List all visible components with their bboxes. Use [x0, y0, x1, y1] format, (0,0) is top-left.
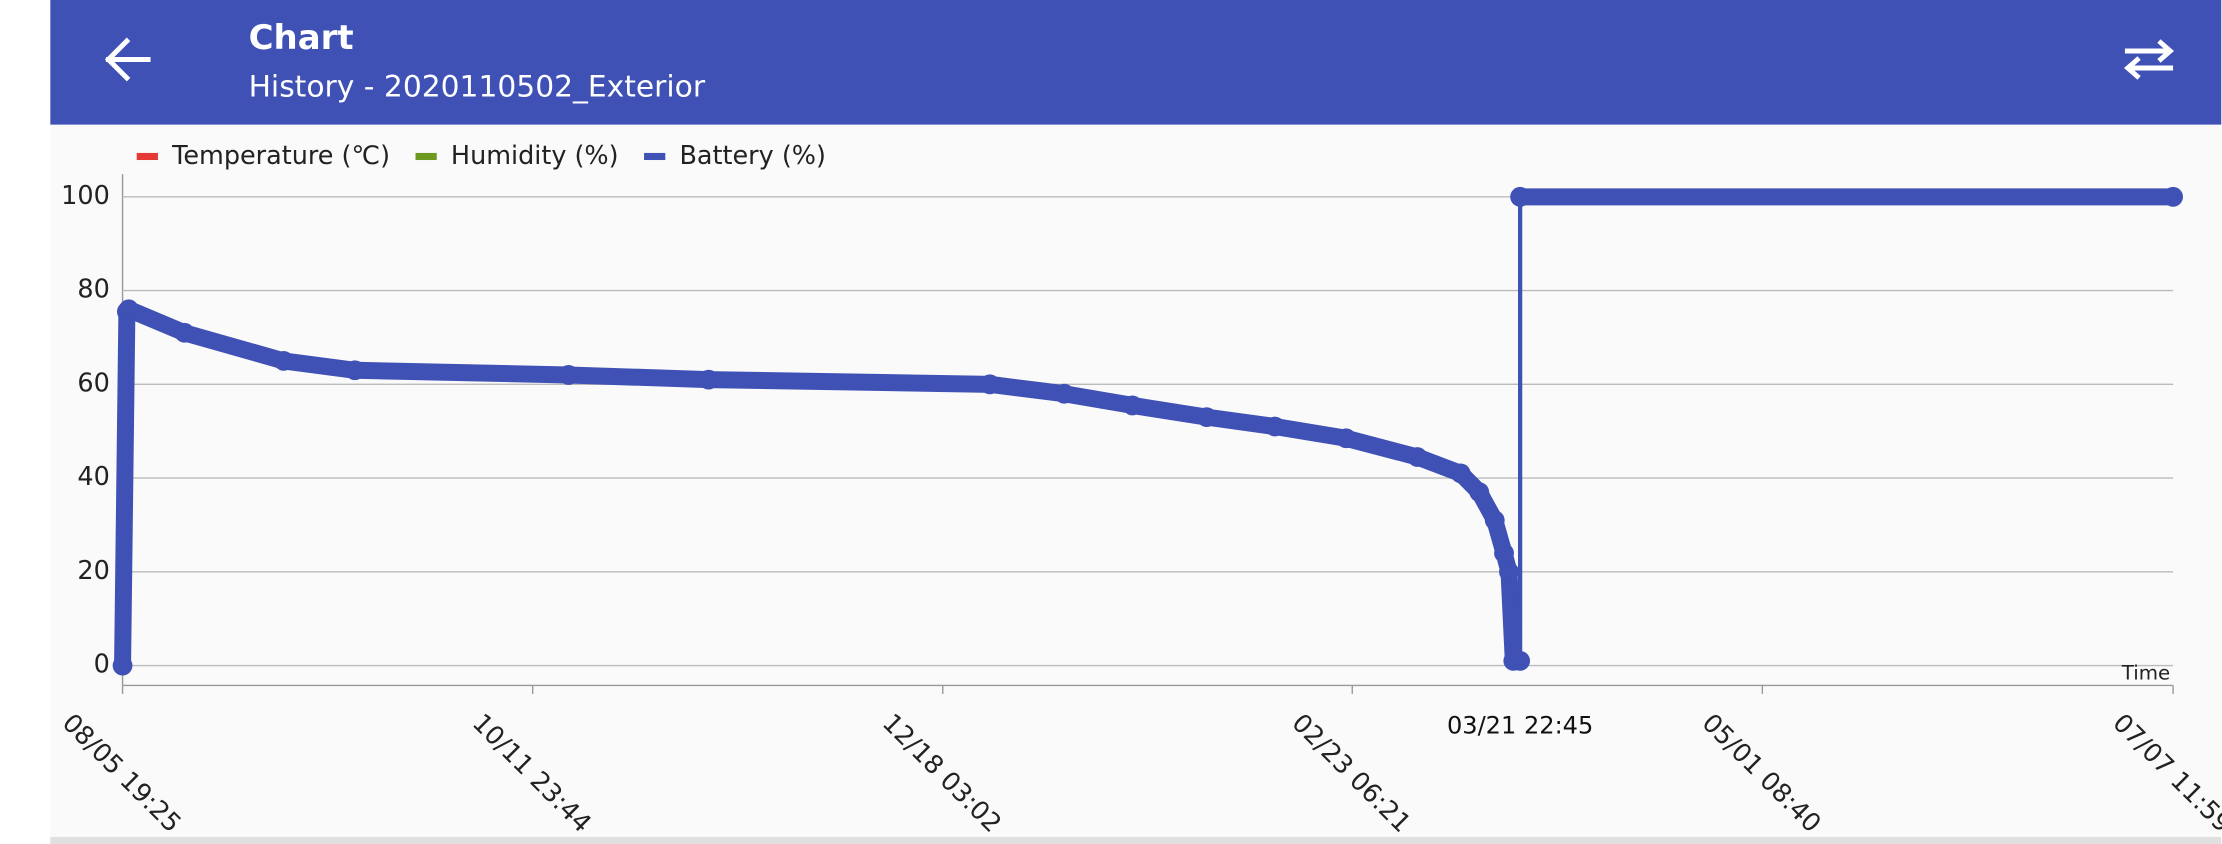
point [1510, 650, 1531, 671]
series-band [275, 352, 364, 379]
series-band [1198, 408, 1284, 436]
y-tick-label: 60 [77, 368, 109, 398]
marker-label: 03/21 22:45 [1447, 711, 1593, 739]
series-band [560, 366, 718, 389]
point [273, 350, 294, 371]
series-band [120, 300, 194, 342]
point [1494, 543, 1514, 563]
chart-background [50, 124, 2222, 839]
point [1510, 186, 1531, 207]
y-tick-label: 100 [61, 181, 110, 211]
legend-swatch [644, 152, 666, 161]
point [174, 322, 195, 343]
point [698, 369, 719, 390]
point [979, 374, 1000, 395]
series-band [1337, 429, 1426, 466]
app-subtitle: History - 2020110502_Exterior [249, 69, 706, 104]
swap-button[interactable] [2124, 39, 2175, 80]
point [1196, 407, 1217, 428]
swap-icon [2124, 39, 2175, 80]
y-tick-label: 80 [77, 275, 109, 305]
x-axis-label: Time [2121, 662, 2171, 685]
y-tick-label: 20 [77, 556, 109, 586]
point [344, 360, 365, 381]
point [1469, 482, 1490, 503]
series-band [176, 324, 293, 370]
back-arrow [104, 37, 151, 82]
legend-label: Humidity (%) [451, 141, 619, 171]
y-tick-label: 40 [77, 462, 109, 492]
point [112, 655, 133, 676]
series-band [1055, 385, 1141, 414]
point [1407, 447, 1428, 467]
series-band [346, 361, 578, 384]
point [1499, 561, 1519, 582]
point [1336, 428, 1356, 449]
point [1450, 463, 1471, 484]
series-band [114, 303, 136, 675]
point [2163, 186, 2183, 207]
legend-label: Battery (%) [679, 141, 825, 171]
y-tick-label: 0 [94, 650, 110, 680]
point [1122, 395, 1143, 416]
back-button[interactable] [104, 37, 151, 82]
point [558, 365, 579, 385]
point [118, 299, 139, 320]
point [1484, 510, 1505, 531]
app-title: Chart [249, 18, 354, 58]
legend-swatch [136, 152, 158, 161]
series-band [1500, 563, 1522, 670]
series-band [700, 371, 999, 393]
point [1264, 416, 1285, 437]
legend-swatch [415, 152, 437, 161]
series-band [1123, 396, 1216, 426]
bottom-edge [50, 836, 2222, 844]
legend-label: Temperature (℃) [171, 141, 390, 171]
series-band [981, 375, 1073, 403]
app-bar [50, 0, 2222, 125]
series-band [1266, 418, 1355, 447]
point [1054, 383, 1075, 404]
